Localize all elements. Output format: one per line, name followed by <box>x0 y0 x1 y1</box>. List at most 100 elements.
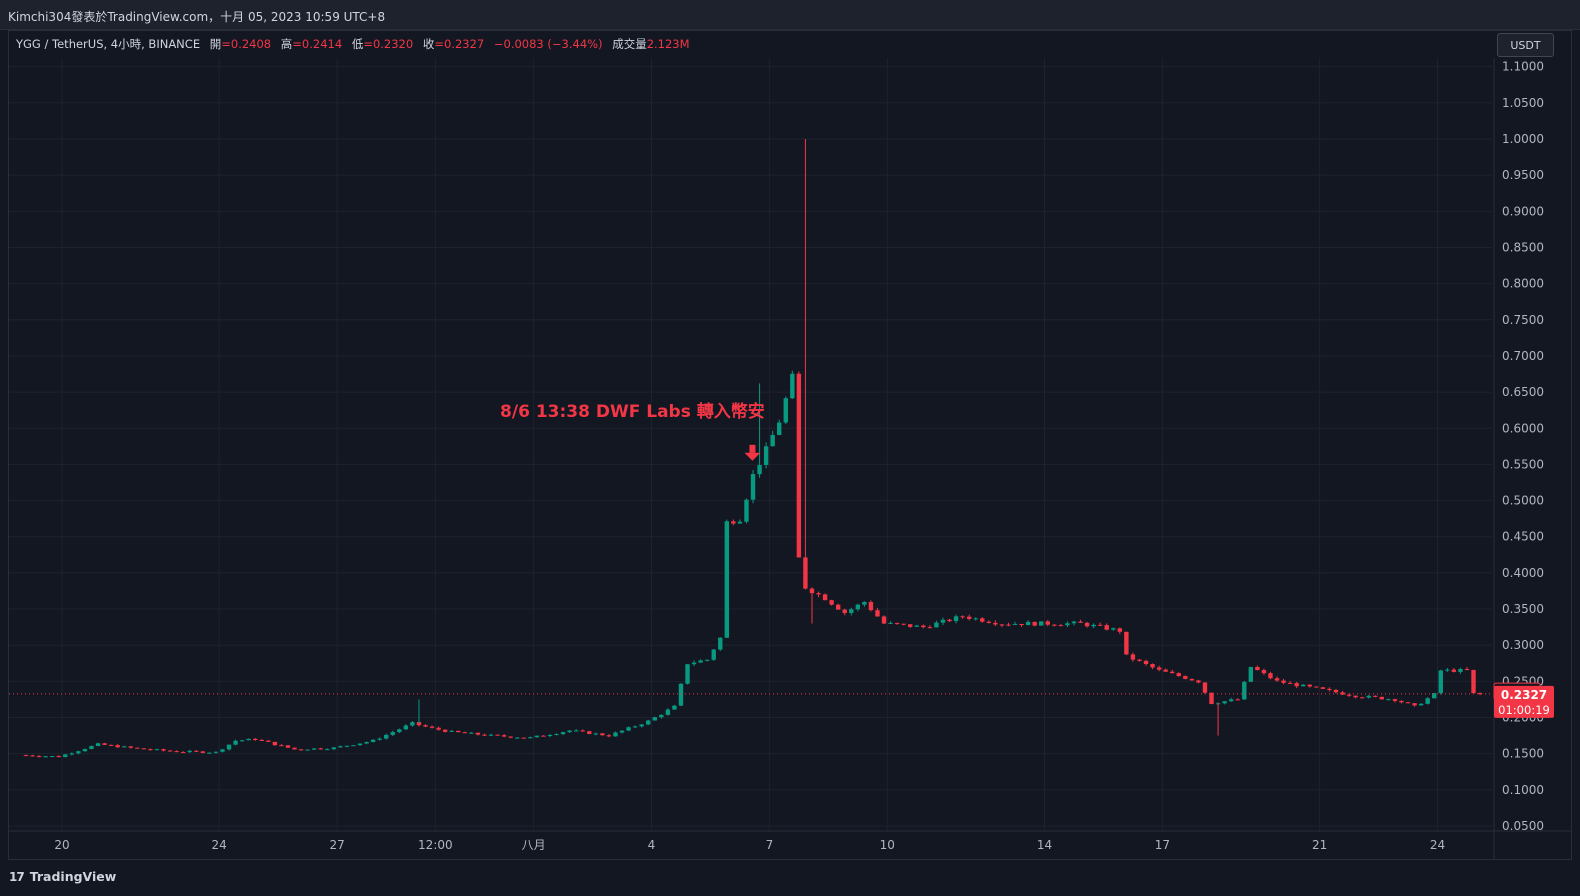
legend-close-label: 收 <box>422 37 435 51</box>
candle-body <box>370 739 376 743</box>
candle-body <box>822 594 828 601</box>
candle-body <box>894 622 900 624</box>
candle-body <box>587 731 592 735</box>
candle-body <box>1222 701 1227 704</box>
currency-badge[interactable]: USDT <box>1497 33 1554 57</box>
legend-high-value: =0.2414 <box>292 37 343 51</box>
candle-body <box>233 740 238 745</box>
tradingview-logo-icon: 17 <box>9 869 25 884</box>
y-tick-label: 0.5500 <box>1502 457 1544 471</box>
candle-body <box>986 621 992 623</box>
x-tick-label: 7 <box>766 838 774 852</box>
candle-body <box>1163 669 1168 672</box>
candle-body <box>953 616 959 622</box>
candle-body <box>488 734 494 736</box>
x-tick-label: 10 <box>880 838 895 852</box>
candle-body <box>665 709 671 715</box>
candle-body <box>966 616 972 619</box>
candle-body <box>763 446 769 466</box>
candle-body <box>1477 693 1483 695</box>
candle-body <box>770 434 775 447</box>
candle-body <box>148 749 153 751</box>
candle-body <box>606 735 612 737</box>
candle-body <box>1071 621 1077 624</box>
candle-body <box>790 373 795 399</box>
legend-low-value: =0.2320 <box>363 37 414 51</box>
candle-body <box>1255 666 1260 671</box>
candle-body <box>174 751 179 753</box>
candle-body <box>835 604 841 610</box>
candle-body <box>1281 680 1286 683</box>
candle-body <box>1379 696 1385 700</box>
candle-body <box>626 727 631 731</box>
candle-body <box>1130 654 1136 660</box>
x-tick-label: 4 <box>648 838 656 852</box>
candle-body <box>416 722 422 726</box>
candle-body <box>881 616 887 624</box>
candle-body <box>357 743 363 746</box>
candle-body <box>1268 673 1273 679</box>
legend-symbol: YGG / TetherUS, 4小時, BINANCE <box>16 37 201 51</box>
candle-body <box>397 729 402 733</box>
y-tick-label: 0.6500 <box>1502 385 1544 399</box>
candle-body <box>619 730 625 733</box>
candle-body <box>423 725 428 727</box>
candle-body <box>253 738 258 740</box>
candle-body <box>521 737 526 739</box>
candle-body <box>1143 660 1149 665</box>
candle-body <box>1412 703 1417 706</box>
candle-body <box>272 741 278 746</box>
candle-body <box>23 755 29 757</box>
candle-body <box>816 593 821 595</box>
candle-body <box>737 521 743 524</box>
candle-body <box>325 749 330 751</box>
candle-body <box>862 601 867 605</box>
candle-body <box>1445 669 1450 671</box>
candle-body <box>63 754 68 758</box>
candle-body <box>305 749 310 751</box>
candle-body <box>102 743 107 745</box>
y-tick-label: 0.3500 <box>1502 602 1544 616</box>
candle-body <box>1183 676 1188 679</box>
candle-body <box>1150 664 1155 668</box>
candle-body <box>659 714 664 718</box>
candle-body <box>515 737 520 739</box>
candle-body <box>475 732 481 735</box>
candle-body <box>940 619 946 623</box>
candle-body <box>226 744 232 750</box>
candle-body <box>803 557 808 589</box>
candle-body <box>534 735 540 738</box>
candle-body <box>344 745 350 747</box>
candle-body <box>239 740 245 742</box>
candle-body <box>1333 689 1339 693</box>
candle-body <box>56 756 61 758</box>
candle-body <box>934 622 939 628</box>
legend-volume-label: 成交量 <box>612 37 647 51</box>
candle-body <box>1084 622 1090 627</box>
candle-body <box>1052 624 1057 626</box>
candle-body <box>1366 695 1371 698</box>
candle-body <box>1117 628 1123 632</box>
candle-body <box>704 659 710 661</box>
y-tick-label: 0.4000 <box>1502 566 1544 580</box>
candle-body <box>1287 682 1293 684</box>
legend-high-label: 高 <box>280 37 293 51</box>
candle-body <box>36 756 42 758</box>
candle-body <box>528 737 533 739</box>
y-tick-label: 0.5000 <box>1502 494 1544 508</box>
candle-body <box>1359 697 1365 699</box>
x-tick-label: 14 <box>1037 838 1052 852</box>
candle-body <box>1039 621 1044 626</box>
x-tick-label: 27 <box>329 838 344 852</box>
candle-body <box>108 744 114 746</box>
annotation-arrow-icon <box>744 452 761 461</box>
chart-frame[interactable] <box>8 30 1572 860</box>
candle-body <box>207 752 212 754</box>
candle-body <box>482 734 487 736</box>
tradingview-brand[interactable]: 17 TradingView <box>9 869 116 884</box>
candle-body <box>266 740 271 742</box>
candle-body <box>1248 666 1254 682</box>
candle-body <box>1314 686 1319 688</box>
candle-body <box>1464 669 1470 671</box>
